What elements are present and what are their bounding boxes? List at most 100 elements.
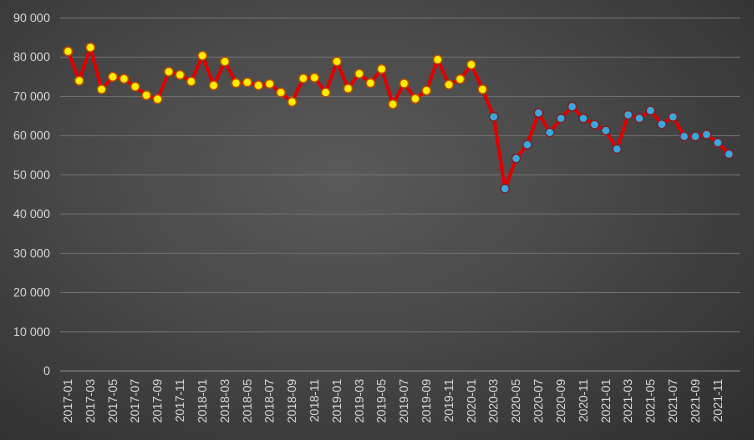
data-point (578, 113, 589, 124)
data-point (701, 129, 712, 140)
data-point (331, 56, 342, 67)
x-tick-label: 2020-01 (464, 379, 478, 423)
data-point (320, 87, 331, 98)
data-point (309, 72, 320, 83)
data-point (186, 76, 197, 87)
data-point (399, 78, 410, 89)
data-point (365, 78, 376, 89)
data-point (522, 139, 533, 150)
series-line (63, 42, 734, 194)
x-tick-label: 2021-09 (688, 379, 702, 423)
y-tick-label: 10 000 (13, 325, 50, 339)
x-tick-label: 2020-09 (554, 379, 568, 423)
data-point (376, 64, 387, 74)
data-point (387, 99, 398, 110)
y-tick-label: 50 000 (13, 168, 50, 182)
data-point (141, 90, 152, 101)
x-tick-label: 2021-01 (599, 379, 613, 423)
data-point (107, 71, 118, 82)
x-tick-label: 2021-05 (644, 379, 658, 423)
data-point (63, 46, 73, 57)
y-axis: 0 10 000 20 000 30 000 40 000 50 000 60 000 70 … (13, 11, 50, 378)
data-point (499, 183, 510, 194)
data-point (488, 111, 499, 122)
y-tick-label: 20 000 (13, 286, 50, 300)
x-tick-label: 2020-11 (576, 379, 590, 422)
data-point (96, 84, 107, 95)
data-point (511, 153, 522, 164)
y-tick-label: 30 000 (13, 246, 50, 260)
data-point (253, 80, 264, 91)
data-point (645, 105, 656, 116)
x-tick-label: 2019-11 (442, 379, 456, 422)
data-point (724, 149, 734, 160)
x-tick-label: 2020-03 (487, 379, 501, 423)
data-point (634, 113, 645, 124)
x-tick-label: 2017-09 (151, 379, 165, 423)
data-point (421, 85, 432, 96)
x-tick-label: 2017-11 (173, 379, 187, 422)
data-point (668, 111, 678, 122)
y-tick-label: 0 (43, 364, 50, 378)
data-point (343, 83, 354, 94)
data-point (410, 93, 421, 104)
data-point (354, 68, 365, 79)
data-point (432, 54, 443, 65)
data-point (533, 107, 544, 118)
x-tick-label: 2019-03 (352, 379, 366, 423)
x-tick-label: 2018-05 (240, 379, 254, 423)
data-point (477, 84, 488, 95)
x-tick-label: 2020-07 (532, 379, 546, 423)
x-tick-label: 2017-05 (106, 379, 120, 423)
data-point (231, 78, 242, 89)
y-tick-label: 40 000 (13, 207, 50, 221)
gridlines (60, 17, 740, 372)
data-point (242, 77, 253, 88)
data-point (443, 79, 454, 90)
data-point (287, 96, 298, 107)
data-point (455, 74, 466, 85)
data-point (264, 78, 275, 89)
x-tick-label: 2018-01 (195, 379, 209, 423)
x-tick-label: 2021-11 (711, 379, 725, 422)
data-point (589, 119, 600, 130)
y-tick-label: 70 000 (13, 89, 50, 103)
data-point (623, 109, 634, 120)
x-tick-label: 2019-09 (420, 379, 434, 423)
data-point (275, 87, 286, 98)
data-point (208, 80, 219, 91)
x-tick-label: 2019-05 (375, 379, 389, 423)
x-tick-label: 2019-01 (330, 379, 344, 423)
data-point (175, 69, 185, 80)
x-tick-label: 2019-07 (397, 379, 411, 423)
data-point (74, 75, 85, 86)
data-point (130, 81, 141, 92)
data-point (119, 73, 129, 84)
data-point (656, 119, 667, 130)
x-axis: 2017-01 2017-03 2017-05 2017-07 2017-09 2017-… (61, 379, 725, 423)
y-tick-label: 60 000 (13, 129, 50, 143)
data-point (600, 125, 611, 136)
x-tick-label: 2018-07 (263, 379, 277, 423)
x-tick-label: 2018-03 (218, 379, 232, 423)
data-point (163, 66, 174, 77)
x-tick-label: 2017-03 (83, 379, 97, 423)
x-tick-label: 2018-09 (285, 379, 299, 423)
y-tick-label: 80 000 (13, 50, 50, 64)
data-point (612, 144, 622, 154)
data-point (679, 131, 690, 142)
data-point (152, 94, 163, 105)
data-point (466, 59, 477, 70)
x-tick-label: 2018-11 (307, 379, 321, 422)
data-point (85, 42, 96, 53)
data-point (690, 131, 701, 142)
data-point (197, 50, 208, 61)
data-point (544, 127, 555, 138)
x-tick-label: 2017-07 (128, 379, 142, 423)
x-tick-label: 2021-07 (666, 379, 680, 423)
x-tick-label: 2021-03 (621, 379, 635, 423)
data-point (567, 101, 578, 112)
x-tick-label: 2017-01 (61, 379, 75, 423)
data-point (219, 56, 230, 67)
